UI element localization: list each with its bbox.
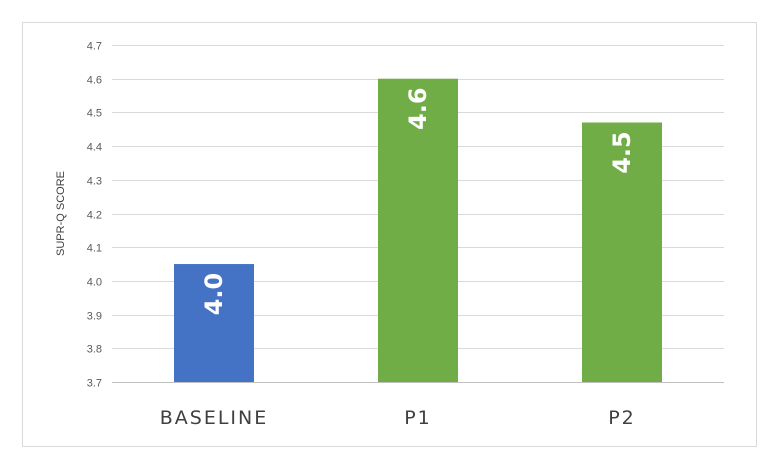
x-axis-ticks: BASELINE P1 P2 — [160, 407, 636, 429]
y-tick-label: 4.5 — [87, 108, 102, 120]
y-tick-label: 3.7 — [87, 378, 102, 390]
y-axis-ticks: 3.7 3.8 3.9 4.0 4.1 4.2 4.3 4.4 4.5 4.6 4.7 — [87, 41, 102, 390]
x-tick-label: P1 — [404, 407, 432, 429]
y-tick-label: 4.7 — [87, 41, 102, 53]
bar-p1 — [378, 78, 458, 382]
x-tick-label: BASELINE — [160, 407, 269, 429]
x-tick-label: P2 — [608, 407, 636, 429]
bar-baseline — [174, 264, 254, 382]
y-tick-label: 3.9 — [87, 311, 102, 323]
y-tick-label: 4.0 — [87, 277, 102, 289]
y-tick-label: 4.2 — [87, 210, 102, 222]
data-label: 4.5 — [608, 131, 636, 174]
y-tick-label: 4.4 — [87, 142, 102, 154]
y-tick-label: 4.3 — [87, 176, 102, 188]
bars: 4.0 4.6 4.5 — [174, 78, 662, 382]
data-label: 4.6 — [404, 87, 432, 130]
y-tick-label: 4.6 — [87, 75, 102, 87]
bar-p2 — [582, 122, 662, 382]
y-tick-label: 3.8 — [87, 344, 102, 356]
data-label: 4.0 — [200, 273, 228, 316]
y-axis-label: SUPR-Q SCORE — [55, 171, 67, 256]
y-tick-label: 4.1 — [87, 243, 102, 255]
